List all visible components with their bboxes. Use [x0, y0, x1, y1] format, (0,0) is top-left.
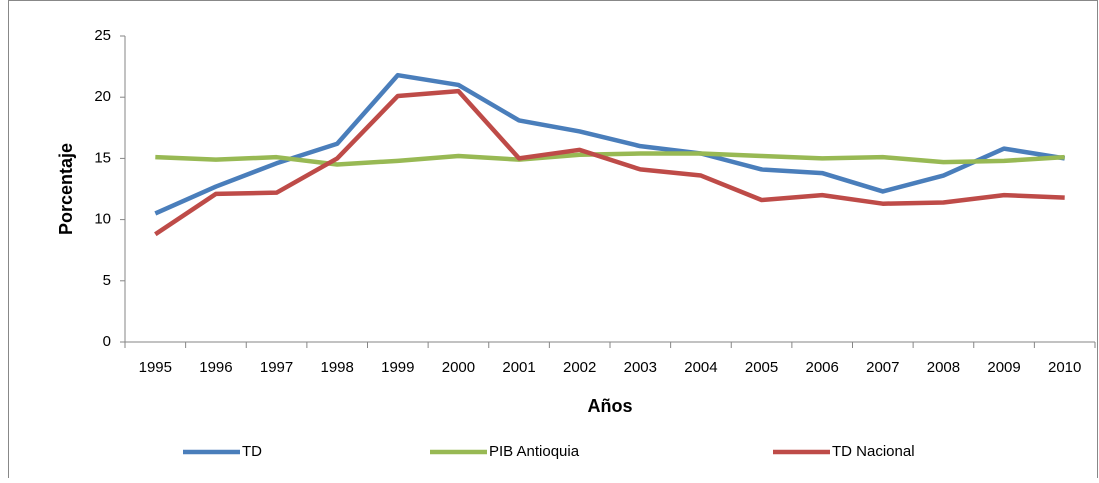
- x-tick-label: 2004: [684, 359, 717, 376]
- x-tick-label: 1999: [381, 359, 414, 376]
- series-line: [154, 72, 1066, 216]
- x-tick-label: 2001: [502, 359, 535, 376]
- y-tick-label: 5: [103, 272, 111, 289]
- series-line: [155, 151, 1065, 167]
- legend-label: TD Nacional: [832, 443, 915, 460]
- x-tick-label: 2000: [442, 359, 475, 376]
- x-tick-label: 1995: [139, 359, 172, 376]
- y-tick-label: 10: [94, 211, 111, 228]
- x-tick-label: 1998: [321, 359, 354, 376]
- x-tick-label: 2009: [987, 359, 1020, 376]
- chart-frame: [8, 0, 1098, 478]
- legend-label: PIB Antioquia: [489, 443, 580, 460]
- y-tick-label: 15: [94, 149, 111, 166]
- x-tick-label: 1997: [260, 359, 293, 376]
- x-tick-label: 2007: [866, 359, 899, 376]
- y-tick-label: 20: [94, 88, 111, 105]
- x-tick-label: 1996: [199, 359, 232, 376]
- x-tick-label: 2003: [624, 359, 657, 376]
- y-axis-title: Porcentaje: [56, 143, 76, 235]
- legend-label: TD: [242, 443, 262, 460]
- series-line: [154, 88, 1065, 237]
- y-tick-label: 25: [94, 27, 111, 44]
- x-axis-title: Años: [588, 396, 633, 416]
- x-tick-label: 2006: [806, 359, 839, 376]
- x-tick-label: 2005: [745, 359, 778, 376]
- x-tick-label: 2002: [563, 359, 596, 376]
- x-tick-label: 2010: [1048, 359, 1081, 376]
- y-tick-label: 0: [103, 333, 111, 350]
- x-tick-label: 2008: [927, 359, 960, 376]
